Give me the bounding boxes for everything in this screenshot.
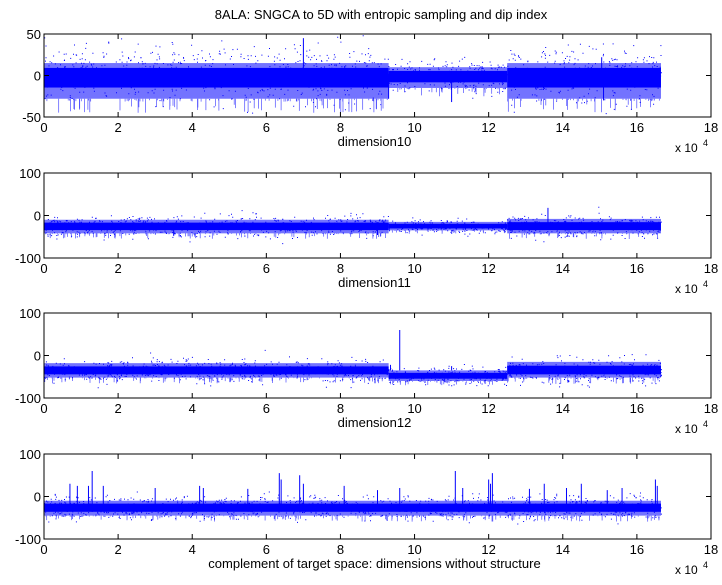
x-axis-label: dimension11 xyxy=(338,275,411,290)
x-tick-label: 2 xyxy=(114,120,121,135)
band-segment-core xyxy=(44,366,389,375)
x-tick-label: 16 xyxy=(630,401,644,416)
scatter-streaks xyxy=(46,98,388,113)
x-multiplier-exponent: 4 xyxy=(703,419,708,429)
data-series xyxy=(44,35,662,115)
y-tick-label: 100 xyxy=(19,306,41,321)
x-tick-label: 10 xyxy=(407,401,421,416)
data-series xyxy=(44,206,662,245)
y-tick-label: 0 xyxy=(34,69,41,84)
x-multiplier-exponent: 4 xyxy=(703,279,708,289)
scatter-streaks xyxy=(397,88,506,97)
x-tick-label: 0 xyxy=(40,120,47,135)
scatter-streaks xyxy=(509,233,658,239)
y-tick-label: -100 xyxy=(15,391,41,406)
x-tick-label: 4 xyxy=(189,261,196,276)
x-axis-label: dimension12 xyxy=(338,415,412,430)
x-tick-label: 14 xyxy=(556,261,570,276)
x-tick-label: 6 xyxy=(263,120,270,135)
x-tick-label: 0 xyxy=(40,401,47,416)
axes-box xyxy=(43,172,712,259)
x-tick-label: 12 xyxy=(481,261,495,276)
x-tick-label: 6 xyxy=(263,542,270,557)
x-multiplier-exponent: 4 xyxy=(703,560,708,570)
x-tick-label: 12 xyxy=(481,401,495,416)
x-multiplier: x 10 xyxy=(675,563,698,577)
x-tick-label: 12 xyxy=(481,120,495,135)
y-tick-label: -100 xyxy=(15,532,41,547)
band-segment-core xyxy=(507,365,661,375)
band-segment-core xyxy=(44,67,389,88)
scatter-streaks xyxy=(391,230,506,234)
x-tick-label: 18 xyxy=(704,120,718,135)
scatter-streaks xyxy=(45,233,386,239)
scatter-streaks xyxy=(507,98,660,113)
x-tick-label: 12 xyxy=(481,542,495,557)
scatter-streaks xyxy=(390,381,493,386)
y-tick-label: 0 xyxy=(34,349,41,364)
y-tick-label: 50 xyxy=(27,27,41,42)
x-tick-label: 2 xyxy=(114,542,121,557)
scatter-points xyxy=(388,217,509,237)
scatter-points xyxy=(44,210,390,245)
x-tick-label: 14 xyxy=(556,120,570,135)
x-axis-label: dimension10 xyxy=(338,134,412,149)
x-tick-label: 10 xyxy=(407,120,421,135)
axes-box xyxy=(43,312,712,399)
x-tick-label: 10 xyxy=(407,542,421,557)
y-tick-label: -100 xyxy=(15,251,41,266)
band-segment-core xyxy=(507,222,661,231)
band-segment-core xyxy=(388,70,508,83)
x-tick-label: 4 xyxy=(189,120,196,135)
x-tick-label: 16 xyxy=(630,261,644,276)
x-tick-label: 14 xyxy=(556,542,570,557)
x-tick-label: 2 xyxy=(114,401,121,416)
x-tick-label: 8 xyxy=(337,261,344,276)
y-tick-label: 0 xyxy=(34,209,41,224)
x-tick-label: 8 xyxy=(337,401,344,416)
scatter-points xyxy=(388,364,508,387)
band-segment-core xyxy=(44,222,389,231)
x-tick-label: 4 xyxy=(189,542,196,557)
x-tick-label: 18 xyxy=(704,542,718,557)
y-tick-label: 0 xyxy=(34,490,41,505)
scatter-streaks xyxy=(44,377,387,384)
y-tick-label: 100 xyxy=(19,166,41,181)
x-tick-label: 8 xyxy=(337,120,344,135)
x-multiplier-exponent: 4 xyxy=(703,138,708,148)
x-tick-label: 2 xyxy=(114,261,121,276)
x-tick-label: 18 xyxy=(704,401,718,416)
x-multiplier: x 10 xyxy=(675,422,698,436)
x-multiplier: x 10 xyxy=(675,141,698,155)
band-segment-core xyxy=(388,223,508,229)
scatter-streaks xyxy=(45,515,660,522)
x-tick-label: 16 xyxy=(630,542,644,557)
data-series xyxy=(44,330,662,389)
y-tick-label: 100 xyxy=(19,447,41,462)
x-axis-label: complement of target space: dimensions w… xyxy=(208,556,540,571)
x-tick-label: 6 xyxy=(263,401,270,416)
figure-title: 8ALA: SNGCA to 5D with entropic sampling… xyxy=(215,7,548,22)
scatter-streaks xyxy=(507,377,660,384)
x-tick-label: 18 xyxy=(704,261,718,276)
x-tick-label: 6 xyxy=(263,261,270,276)
y-tick-label: -50 xyxy=(22,110,41,125)
data-series xyxy=(44,471,662,525)
x-tick-label: 8 xyxy=(337,542,344,557)
x-tick-label: 14 xyxy=(556,401,570,416)
x-tick-label: 0 xyxy=(40,261,47,276)
x-tick-label: 0 xyxy=(40,542,47,557)
x-tick-label: 16 xyxy=(630,120,644,135)
x-tick-label: 10 xyxy=(407,261,421,276)
x-tick-label: 4 xyxy=(189,401,196,416)
x-multiplier: x 10 xyxy=(675,282,698,296)
